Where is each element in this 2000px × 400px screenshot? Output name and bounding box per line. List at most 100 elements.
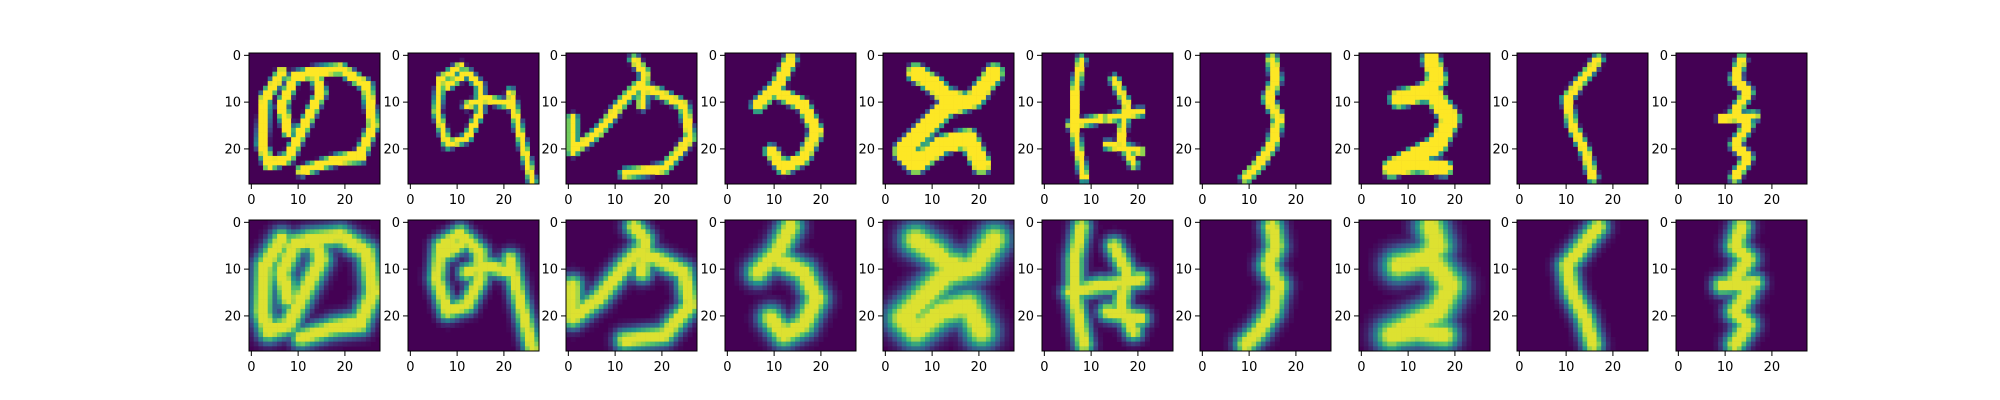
pixel [906, 137, 912, 143]
pixel [1135, 151, 1141, 157]
pixel [351, 318, 357, 324]
y-tick-label: 10 [383, 96, 400, 111]
pixel [608, 276, 614, 282]
pixel [515, 346, 521, 352]
pixel [911, 146, 917, 152]
pixel [496, 95, 502, 101]
x-tick-label: 0 [1357, 193, 1365, 208]
pixel [612, 118, 618, 124]
pixel [309, 336, 315, 342]
pixel [654, 238, 660, 244]
pixel [454, 308, 460, 314]
pixel [1587, 151, 1593, 157]
pixel [962, 243, 968, 249]
pixel [1746, 146, 1752, 152]
pixel [692, 299, 698, 305]
pixel [818, 308, 824, 314]
x-tick-label: 20 [1447, 193, 1464, 208]
pixel [459, 252, 465, 258]
pixel [757, 322, 763, 328]
pixel [1415, 85, 1421, 91]
pixel [436, 224, 442, 230]
pixel [253, 257, 259, 263]
pixel [608, 341, 614, 347]
pixel [253, 141, 259, 147]
pixel [915, 304, 921, 310]
pixel [1116, 118, 1122, 124]
pixel [1582, 169, 1588, 175]
pixel [468, 99, 474, 105]
pixel [804, 113, 810, 119]
pixel [757, 90, 763, 96]
pixel [473, 95, 479, 101]
pixel [631, 165, 637, 171]
pixel [454, 81, 460, 87]
pixel [365, 113, 371, 119]
pixel [1405, 151, 1411, 157]
pixel [598, 285, 604, 291]
pixel [1736, 179, 1742, 185]
pixel [948, 109, 954, 115]
pixel [785, 327, 791, 333]
pixel [1009, 248, 1015, 254]
pixel [911, 220, 917, 225]
pixel [281, 308, 287, 314]
pixel [305, 294, 311, 300]
pixel [1084, 160, 1090, 166]
pixel [291, 262, 297, 268]
pixel [1401, 160, 1407, 166]
pixel [915, 243, 921, 249]
pixel [990, 280, 996, 286]
pixel [281, 252, 287, 258]
pixel [995, 299, 1001, 305]
pixel [1387, 155, 1393, 161]
pixel [464, 109, 470, 115]
pixel [570, 304, 576, 310]
pixel [333, 220, 339, 225]
pixel [1074, 169, 1080, 175]
pixel [370, 95, 376, 101]
pixel [1405, 85, 1411, 91]
pixel [440, 243, 446, 249]
pixel [445, 146, 451, 152]
pixel [272, 252, 278, 258]
pixel [323, 262, 329, 268]
pixel [347, 280, 353, 286]
pixel [342, 299, 348, 305]
pixel [445, 224, 451, 230]
pixel [1727, 137, 1733, 143]
pixel [981, 271, 987, 277]
pixel [971, 155, 977, 161]
pixel [496, 257, 502, 263]
pixel [450, 285, 456, 291]
pixel [748, 308, 754, 314]
pixel [314, 238, 320, 244]
y-tick-label: 20 [541, 309, 558, 324]
pixel [361, 90, 367, 96]
pixel [668, 160, 674, 166]
pixel [370, 238, 376, 244]
pixel [422, 271, 428, 277]
pixel [925, 299, 931, 305]
pixel [1004, 229, 1010, 235]
pixel [520, 248, 526, 254]
pixel [957, 137, 963, 143]
pixel [520, 341, 526, 347]
pixel [440, 127, 446, 133]
pixel [1746, 81, 1752, 87]
pixel [645, 322, 651, 328]
pixel [1260, 160, 1266, 166]
pixel [971, 81, 977, 87]
pixel [678, 336, 684, 342]
pixel [305, 322, 311, 328]
pixel [971, 85, 977, 91]
pixel [258, 313, 264, 319]
pixel [999, 76, 1005, 82]
pixel [1070, 104, 1076, 110]
pixel [934, 81, 940, 87]
pixel [823, 271, 829, 277]
pixel [496, 271, 502, 277]
pixel [915, 285, 921, 291]
pixel [319, 336, 325, 342]
